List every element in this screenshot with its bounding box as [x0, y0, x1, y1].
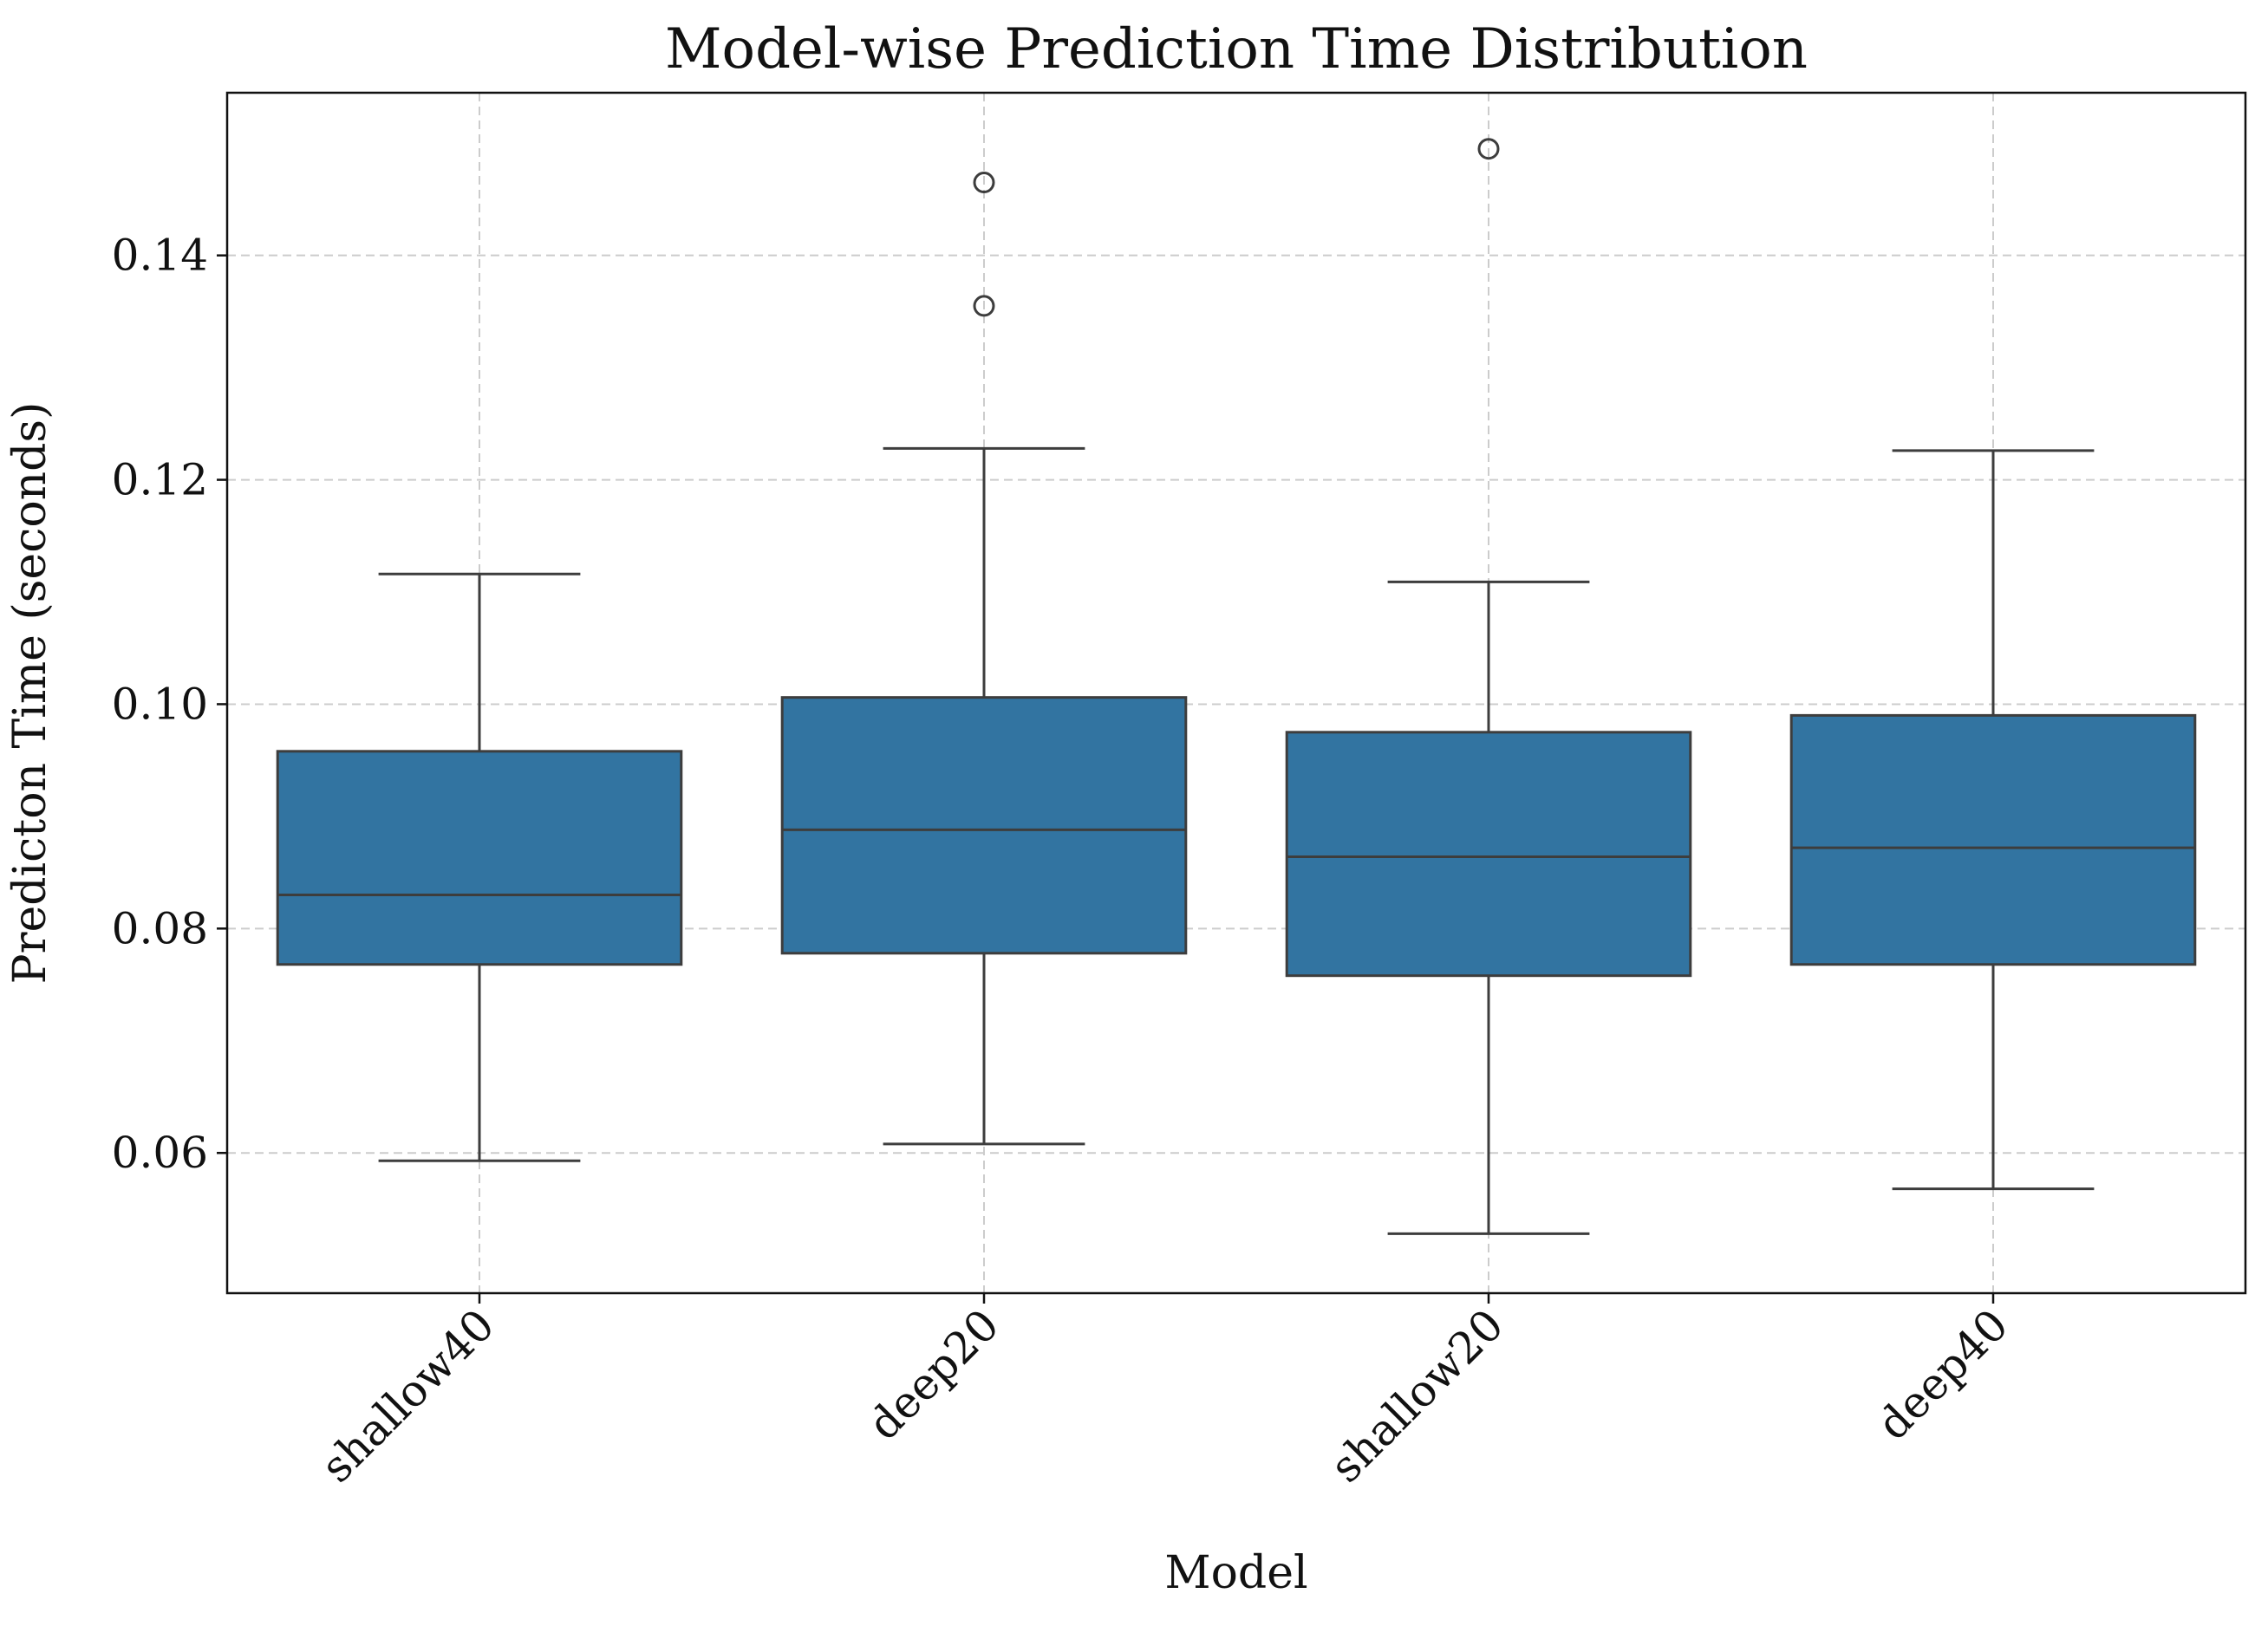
box-deep20 — [780, 172, 1188, 1146]
box-deep40 — [1789, 449, 2197, 1191]
x-tick-label-shallow40: shallow40 — [311, 1299, 504, 1492]
box-shallow40 — [276, 572, 683, 1162]
outlier-point — [973, 172, 995, 194]
iqr-box — [1285, 731, 1692, 978]
iqr-box — [1789, 713, 2197, 966]
x-tick-label-deep40: deep40 — [1867, 1299, 2017, 1449]
y-tick-label: 0.08 — [112, 903, 208, 953]
box-shallow20 — [1285, 138, 1692, 1235]
grid-lines — [227, 93, 2245, 1293]
y-tick-label: 0.10 — [112, 679, 208, 729]
box-series — [276, 138, 2197, 1235]
iqr-box — [276, 750, 683, 966]
chart-title: Model-wise Prediction Time Distribution — [665, 17, 1808, 81]
x-axis-label: Model — [1164, 1547, 1307, 1599]
y-axis-label: Predicton Time (seconds) — [4, 402, 56, 985]
plot-frame — [225, 91, 2247, 1295]
y-tick-label: 0.06 — [112, 1128, 208, 1178]
x-tick-label-shallow20: shallow20 — [1320, 1299, 1513, 1492]
y-tick-label: 0.12 — [112, 455, 208, 505]
iqr-box — [780, 696, 1188, 955]
outlier-point — [1477, 138, 1500, 160]
y-tick-label: 0.14 — [112, 231, 208, 281]
outlier-point — [973, 295, 995, 317]
x-tick-label-deep20: deep20 — [858, 1299, 1008, 1449]
